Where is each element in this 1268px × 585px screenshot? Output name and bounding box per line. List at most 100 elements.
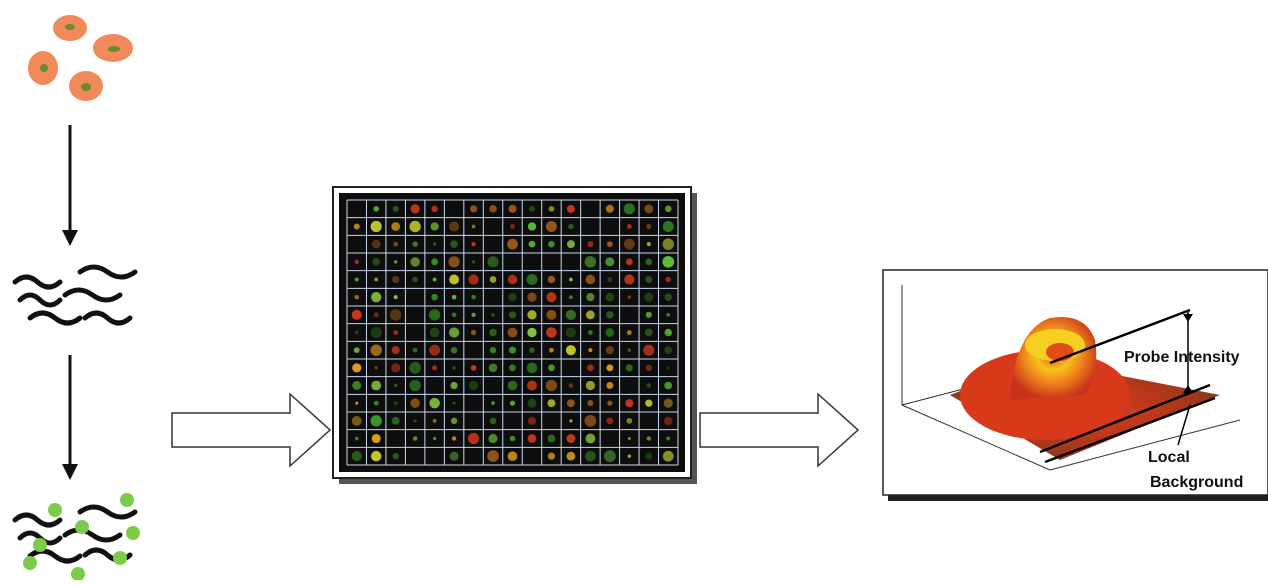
label-dot [23, 556, 37, 570]
spot [394, 295, 398, 299]
spot [663, 238, 675, 250]
spot [645, 258, 652, 265]
spot [645, 276, 652, 283]
label-dot [48, 503, 62, 517]
strand [20, 295, 60, 305]
spot [643, 345, 654, 356]
spot [626, 364, 633, 371]
spot [451, 418, 457, 424]
spot [587, 400, 593, 406]
spot [471, 330, 476, 335]
spot [509, 311, 516, 318]
spot [526, 274, 537, 285]
spot [647, 242, 651, 246]
spot [625, 399, 633, 407]
spot [471, 313, 475, 317]
spot [448, 256, 459, 267]
spot [392, 453, 398, 459]
spot [644, 204, 653, 213]
spot [645, 400, 652, 407]
spot [370, 344, 381, 355]
strand [15, 277, 60, 287]
spot [469, 381, 478, 390]
spot [587, 364, 594, 371]
spot [450, 240, 457, 247]
spot [468, 274, 478, 284]
spot [607, 401, 612, 406]
spot [586, 293, 594, 301]
spot [567, 452, 576, 461]
spot [470, 205, 477, 212]
spot [374, 401, 379, 406]
spot [644, 293, 653, 302]
spot [412, 277, 418, 283]
strand [65, 530, 120, 540]
spot [392, 417, 400, 425]
spot [508, 381, 518, 391]
local-background-label: Background [1150, 474, 1243, 491]
spot [352, 416, 362, 426]
spot [585, 451, 596, 462]
spot [433, 242, 436, 245]
spot [430, 328, 440, 338]
spot [372, 240, 381, 249]
spot [566, 327, 576, 337]
spot [627, 330, 632, 335]
local-background-label: Local [1148, 449, 1190, 466]
spot [585, 256, 597, 268]
spot [431, 206, 437, 212]
spot [355, 331, 358, 334]
spot [449, 275, 459, 285]
label-dot [71, 567, 85, 580]
spot [472, 260, 475, 263]
spot [569, 295, 573, 299]
spot [664, 399, 673, 408]
spot [394, 401, 398, 405]
spot [527, 363, 538, 374]
spot [451, 347, 458, 354]
spot [548, 435, 556, 443]
spot [665, 206, 672, 213]
spot [371, 292, 381, 302]
strand [85, 313, 130, 323]
spot [354, 347, 360, 353]
spot [604, 450, 616, 462]
spot [413, 436, 417, 440]
strand [30, 313, 80, 323]
spot [487, 450, 499, 462]
probe-intensity-label: Probe Intensity [1124, 349, 1240, 366]
spot [586, 275, 596, 285]
spot [546, 292, 556, 302]
spot [508, 205, 516, 213]
spot [489, 364, 498, 373]
spot [647, 436, 651, 440]
spot [508, 293, 516, 301]
spot [430, 222, 438, 230]
spot [664, 346, 672, 354]
spot [431, 294, 438, 301]
spot [626, 418, 632, 424]
cells [28, 15, 133, 101]
spot [394, 260, 397, 263]
spot [352, 451, 362, 461]
spot [452, 436, 456, 440]
spot [355, 402, 358, 405]
spot [662, 256, 674, 268]
spot [585, 415, 597, 427]
spot [449, 327, 459, 337]
spot [354, 260, 358, 264]
label-dot [75, 520, 89, 534]
spot [410, 398, 419, 407]
spot [354, 295, 359, 300]
spot [354, 224, 360, 230]
spot [409, 221, 420, 232]
spot [510, 224, 515, 229]
spot [429, 309, 440, 320]
spot [450, 452, 459, 461]
spot [453, 402, 456, 405]
spot [528, 434, 537, 443]
spot [665, 329, 672, 336]
spot [432, 365, 437, 370]
spot [413, 419, 416, 422]
spot [371, 327, 382, 338]
